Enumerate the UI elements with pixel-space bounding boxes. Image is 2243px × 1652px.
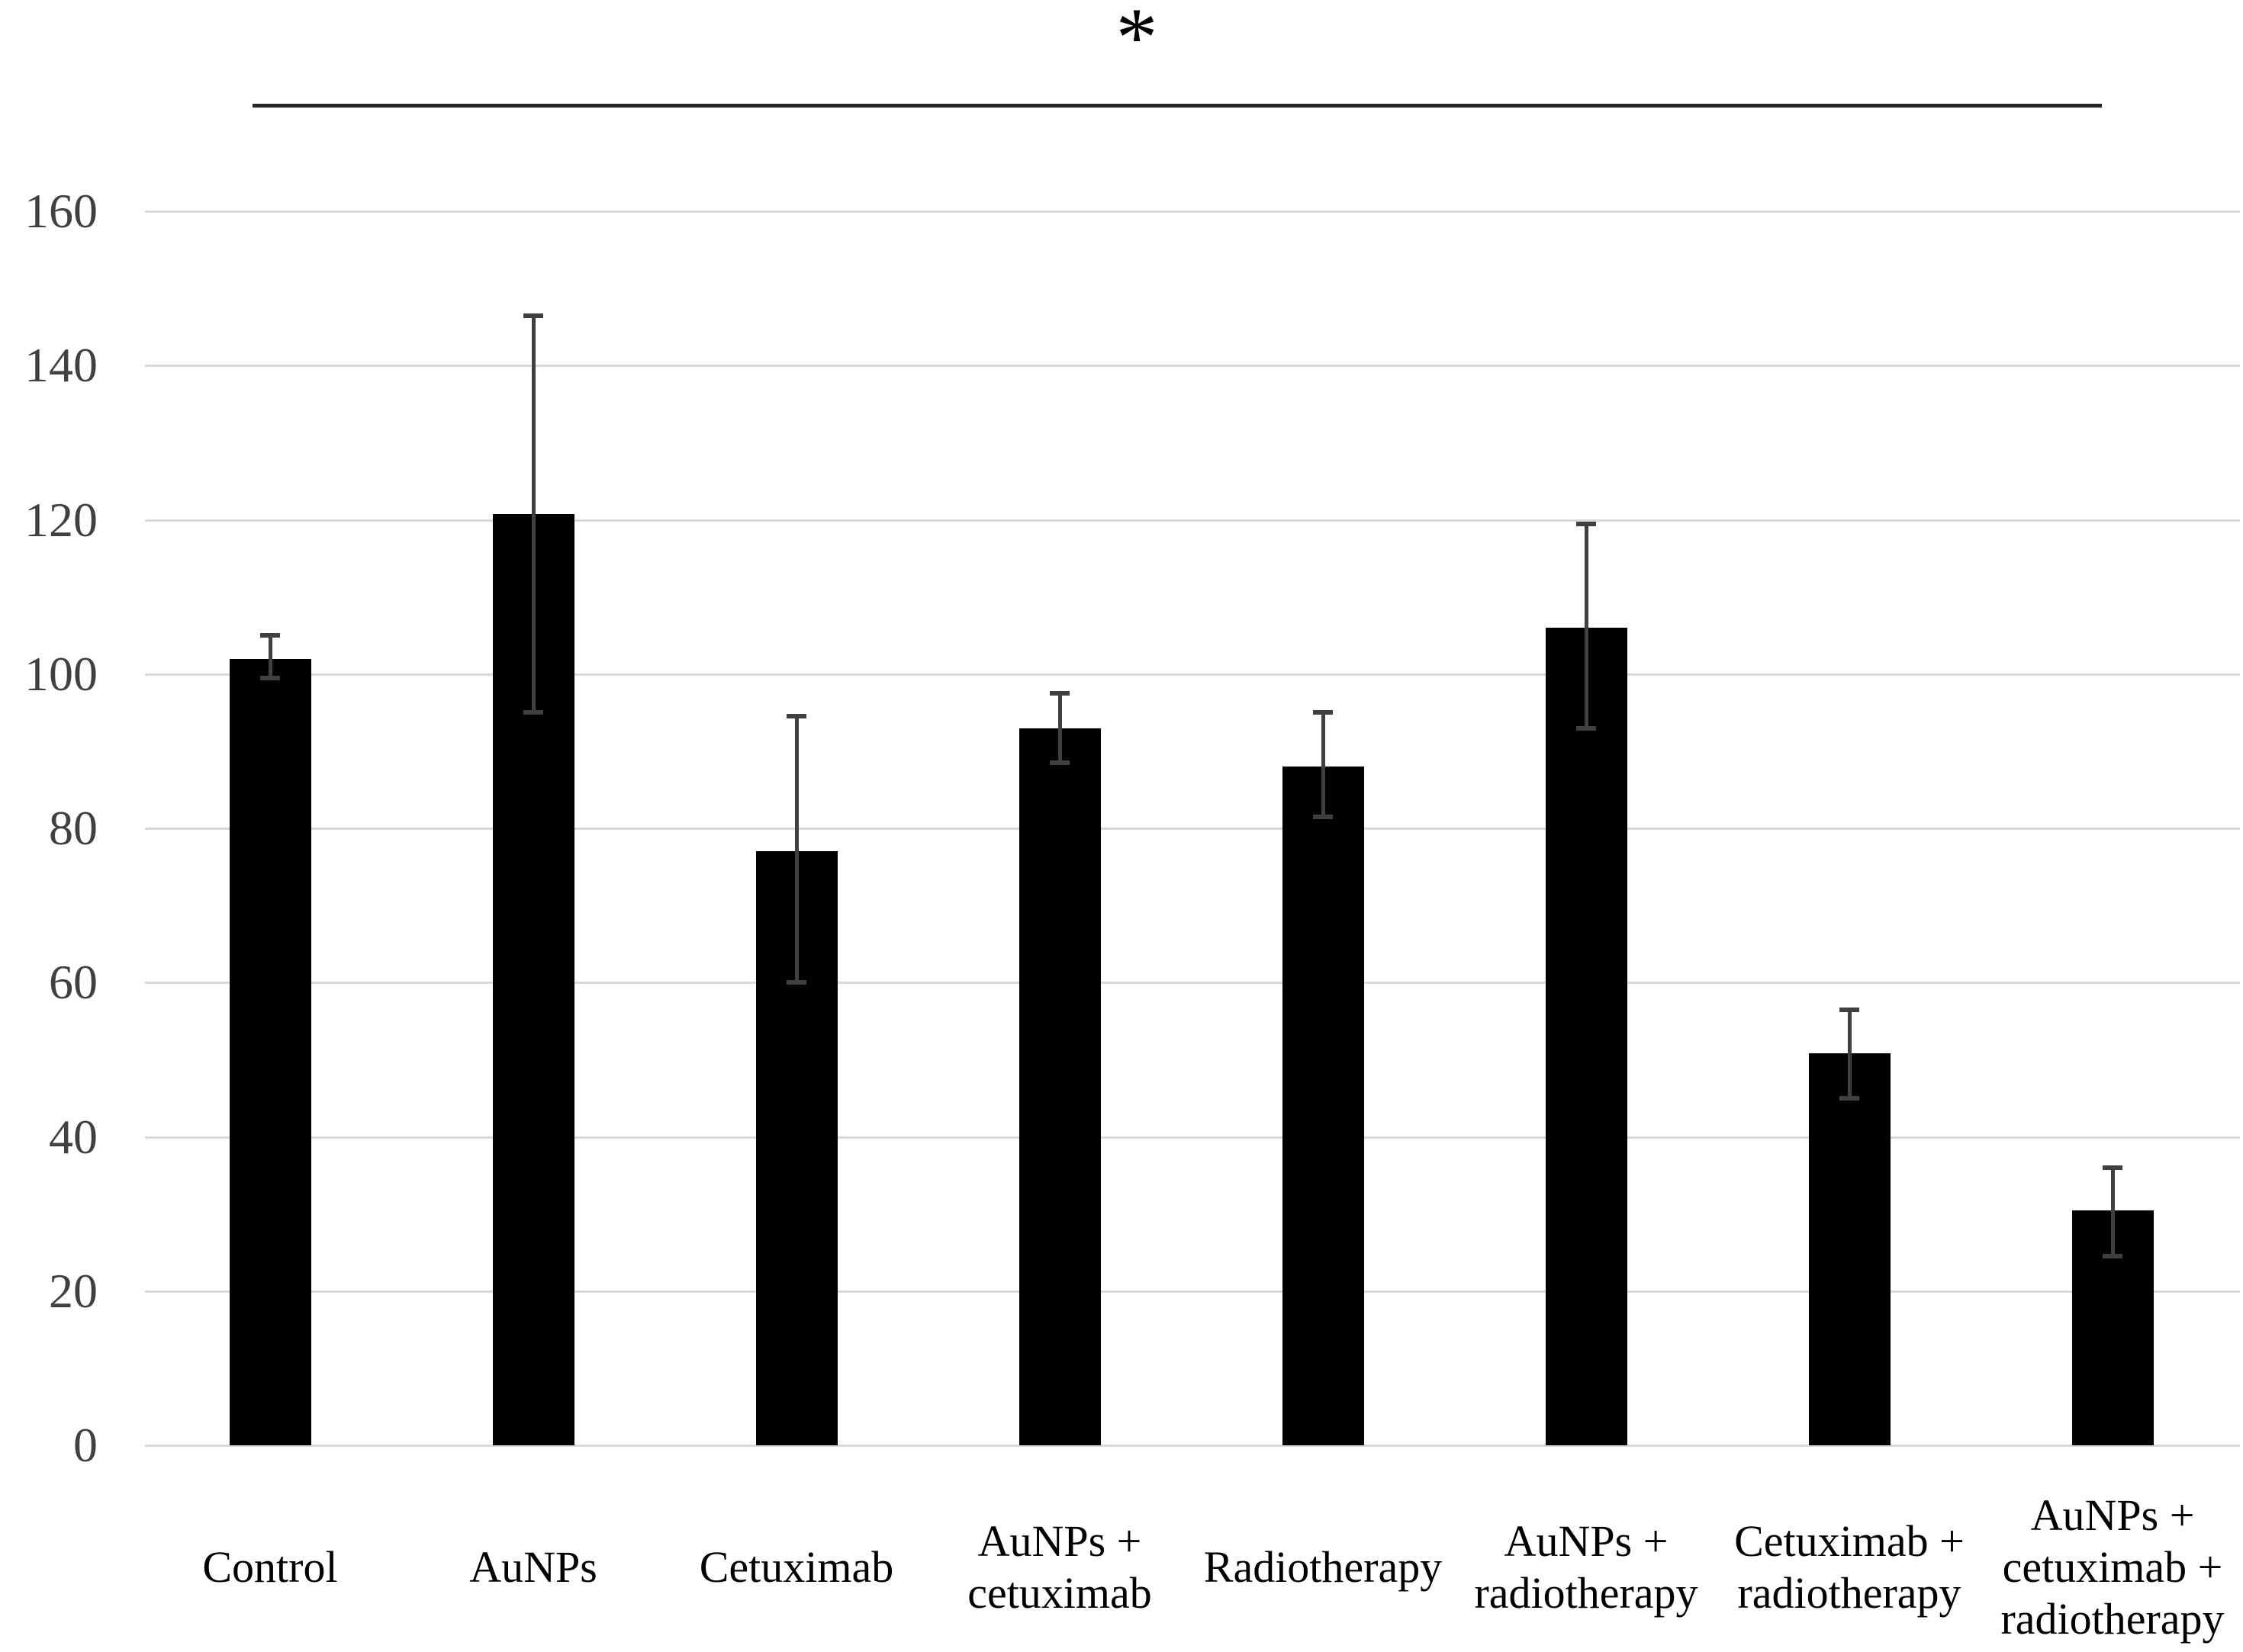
y-tick-label: 80: [49, 801, 98, 855]
y-tick-label: 160: [24, 184, 98, 238]
error-bar-cap: [787, 980, 806, 985]
y-tick-label: 100: [24, 646, 98, 701]
error-bar-cap: [1313, 710, 1333, 715]
x-category-label: AuNPs + radiotherapy: [1474, 1516, 1698, 1618]
bar: [229, 658, 311, 1445]
bar: [1282, 767, 1364, 1445]
error-bar-stem: [268, 635, 272, 678]
gridline: [145, 1290, 2240, 1293]
error-bar-cap: [1839, 1095, 1859, 1101]
error-bar-stem: [1321, 712, 1325, 817]
error-bar-cap: [2103, 1254, 2122, 1259]
gridline: [145, 1136, 2240, 1139]
significance-bracket-line: [253, 104, 2102, 108]
x-category-label: AuNPs: [469, 1542, 597, 1592]
y-tick-label: 20: [49, 1263, 98, 1318]
y-tick-label: 40: [49, 1109, 98, 1164]
gridline: [145, 982, 2240, 985]
error-bar-cap: [1313, 814, 1333, 819]
error-bar-stem: [1057, 693, 1062, 763]
y-tick-label: 120: [24, 492, 98, 547]
x-category-label: AuNPs + cetuximab: [967, 1516, 1152, 1618]
gridline: [145, 519, 2240, 522]
error-bar-cap: [2103, 1165, 2122, 1170]
x-category-label: Cetuximab + radiotherapy: [1734, 1516, 1965, 1618]
error-bar-cap: [787, 714, 806, 719]
error-bar-cap: [1839, 1007, 1859, 1012]
gridline: [145, 1445, 2240, 1447]
x-category-label: Cetuximab: [699, 1542, 894, 1592]
bar: [1019, 728, 1101, 1445]
error-bar-cap: [1050, 691, 1070, 696]
error-bar-cap: [1576, 725, 1596, 731]
error-bar-cap: [523, 313, 543, 318]
gridline: [145, 828, 2240, 830]
x-category-label: Control: [202, 1542, 338, 1592]
gridline: [145, 211, 2240, 213]
error-bar-stem: [1584, 523, 1588, 728]
error-bar-stem: [1847, 1009, 1852, 1098]
error-bar-stem: [2110, 1167, 2115, 1257]
y-tick-label: 140: [24, 338, 98, 393]
error-bar-stem: [794, 716, 799, 983]
error-bar-cap: [1576, 521, 1596, 526]
error-bar-stem: [531, 315, 536, 713]
error-bar-cap: [523, 710, 543, 715]
error-bar-cap: [260, 633, 280, 638]
bar: [1545, 628, 1627, 1445]
significance-asterisk: *: [1115, 0, 1158, 84]
x-category-label: Radiotherapy: [1203, 1542, 1443, 1592]
gridline: [145, 673, 2240, 676]
error-bar-cap: [1050, 760, 1070, 766]
x-category-label: AuNPs + cetuximab + radiotherapy: [2000, 1490, 2225, 1644]
y-tick-label: 0: [73, 1418, 98, 1472]
error-bar-cap: [260, 675, 280, 680]
bar: [1808, 1053, 1891, 1445]
gridline: [145, 365, 2240, 368]
y-tick-label: 60: [49, 955, 98, 1010]
